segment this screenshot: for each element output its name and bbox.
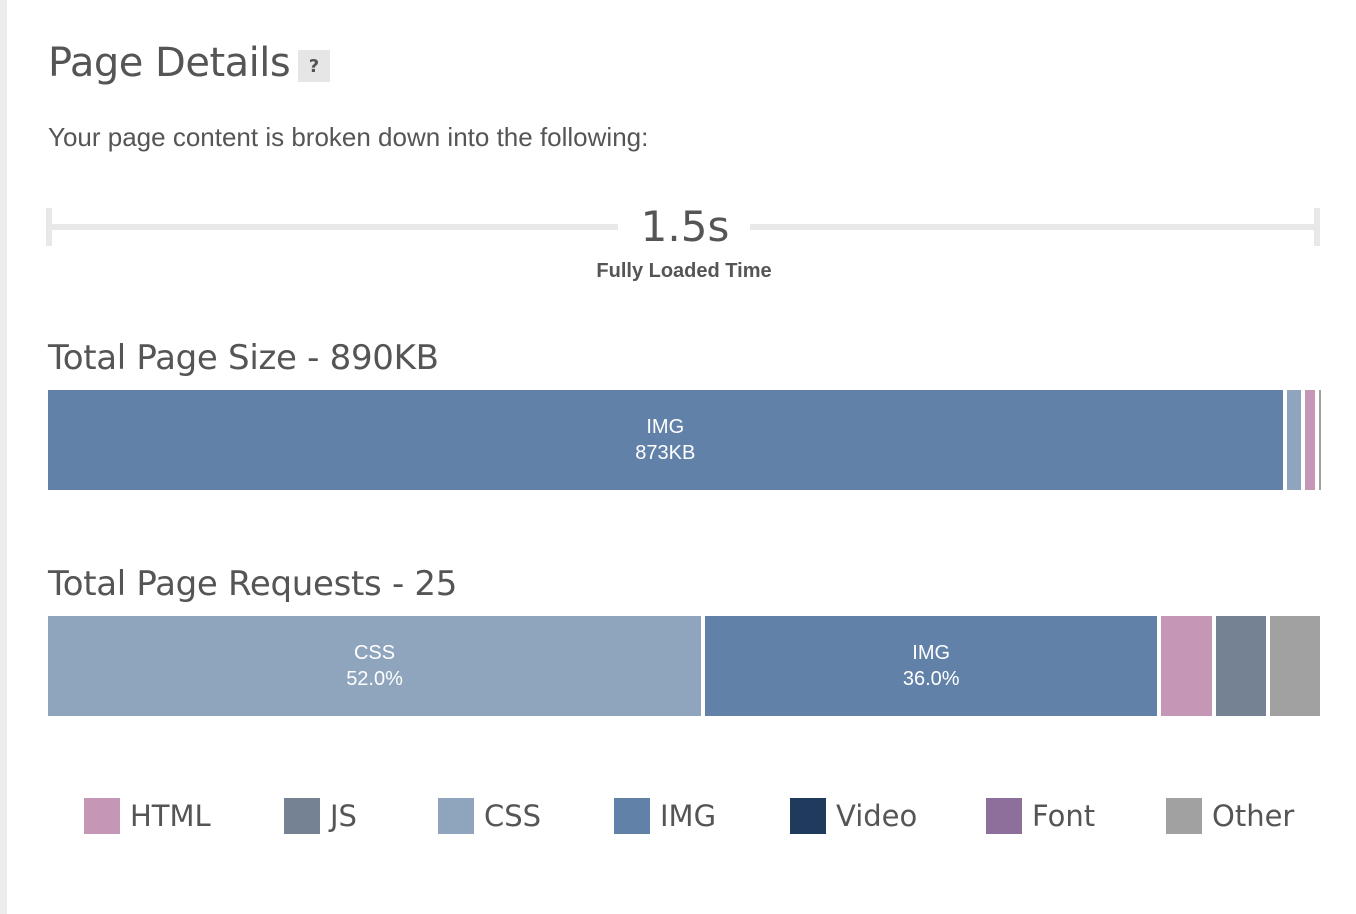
legend-swatch xyxy=(614,798,650,834)
page-requests-bar: CSS 52.0% IMG 36.0% xyxy=(48,616,1320,716)
legend: HTML JS CSS IMG Video Font Other xyxy=(0,796,1356,836)
help-icon[interactable]: ? xyxy=(298,50,330,82)
timeline-end-cap xyxy=(1314,208,1320,246)
legend-label: Other xyxy=(1212,799,1295,833)
page-requests-title: Total Page Requests - 25 xyxy=(48,564,458,604)
legend-label: HTML xyxy=(130,799,211,833)
page-title: Page Details xyxy=(48,40,291,86)
intro-text: Your page content is broken down into th… xyxy=(48,122,649,152)
legend-label: IMG xyxy=(660,799,717,833)
page-requests-segment-html xyxy=(1161,616,1212,716)
legend-label: Font xyxy=(1032,799,1096,833)
page-size-segment-img: IMG 873KB xyxy=(48,390,1283,490)
legend-item-img: IMG xyxy=(614,796,716,836)
legend-swatch xyxy=(1166,798,1202,834)
page-requests-segment-value-label: 36.0% xyxy=(902,668,960,690)
legend-item-css: CSS xyxy=(438,796,541,836)
fully-loaded-time-value: 1.5s xyxy=(640,202,730,251)
legend-item-font: Font xyxy=(986,796,1095,836)
legend-item-js: JS xyxy=(284,796,357,836)
page-size-segment-css xyxy=(1286,390,1301,490)
page-requests-segment-js xyxy=(1215,616,1266,716)
legend-swatch xyxy=(790,798,826,834)
timeline-left-line xyxy=(46,224,618,230)
left-rule xyxy=(0,0,7,914)
page-requests-segment-category-label: CSS xyxy=(353,642,396,664)
legend-label: Video xyxy=(836,799,918,833)
legend-swatch xyxy=(438,798,474,834)
legend-swatch xyxy=(284,798,320,834)
legend-item-other: Other xyxy=(1166,796,1294,836)
page-size-segment-value-label: 873KB xyxy=(635,442,696,464)
page-size-bar: IMG 873KB xyxy=(48,390,1321,490)
legend-swatch xyxy=(84,798,120,834)
timeline-right-line xyxy=(750,224,1320,230)
page-size-segment-category-label: IMG xyxy=(646,416,685,438)
legend-label: JS xyxy=(330,799,357,833)
page-requests-segment-other xyxy=(1269,616,1320,716)
legend-swatch xyxy=(986,798,1022,834)
page-requests-segment-css: CSS 52.0% xyxy=(48,616,702,716)
legend-item-video: Video xyxy=(790,796,917,836)
page-size-segment-html xyxy=(1304,390,1315,490)
page-requests-segment-img: IMG 36.0% xyxy=(705,616,1158,716)
page-size-segment-other xyxy=(1318,390,1321,490)
legend-label: CSS xyxy=(484,799,542,833)
page-size-title: Total Page Size - 890KB xyxy=(48,338,439,378)
legend-item-html: HTML xyxy=(84,796,211,836)
page-requests-segment-category-label: IMG xyxy=(912,642,951,664)
page-requests-segment-value-label: 52.0% xyxy=(346,668,403,690)
fully-loaded-time-label: Fully Loaded Time xyxy=(596,260,772,282)
